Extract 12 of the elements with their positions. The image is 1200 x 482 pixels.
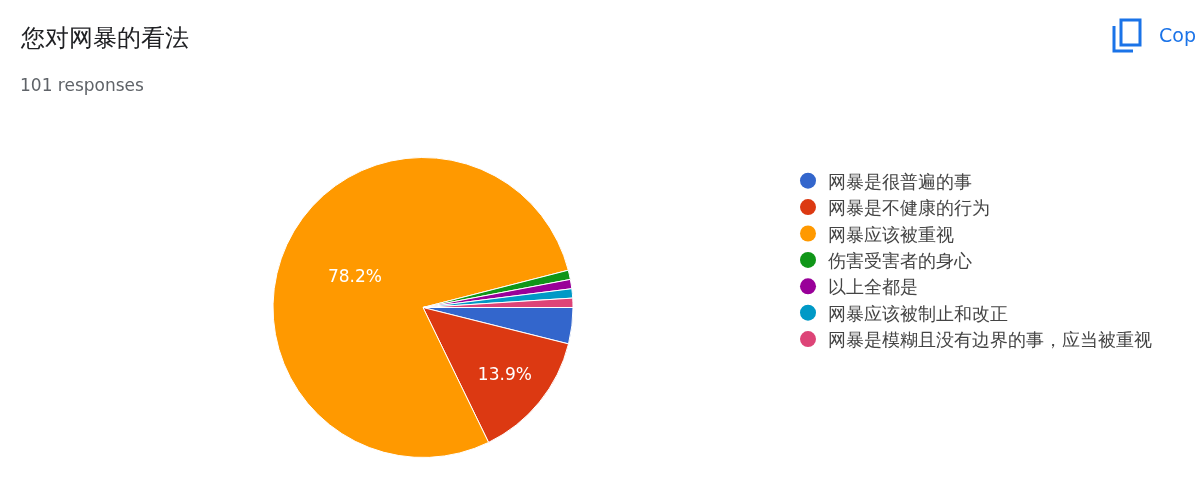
text: Cop (1159, 24, 1196, 46)
legend-label: 网暴应该被制止和改正 (828, 302, 1008, 324)
legend-label: 网暴应该被重视 (828, 223, 954, 245)
chart-title: 您对网暴的看法 (20, 24, 189, 52)
legend-label: 伤害受害者的身心 (828, 249, 972, 271)
legend-label: 网暴是很普遍的事 (828, 170, 972, 192)
data-label: 78.2% (327, 265, 382, 286)
data-label: 13.9% (477, 363, 532, 384)
text: 101 responses (20, 75, 145, 95)
legend-label: 以上全都是 (828, 276, 918, 298)
legend-label: 网暴是模糊且没有边界的事，应当被重视 (828, 329, 1152, 351)
legend-label: 网暴是不健康的行为 (828, 197, 990, 219)
